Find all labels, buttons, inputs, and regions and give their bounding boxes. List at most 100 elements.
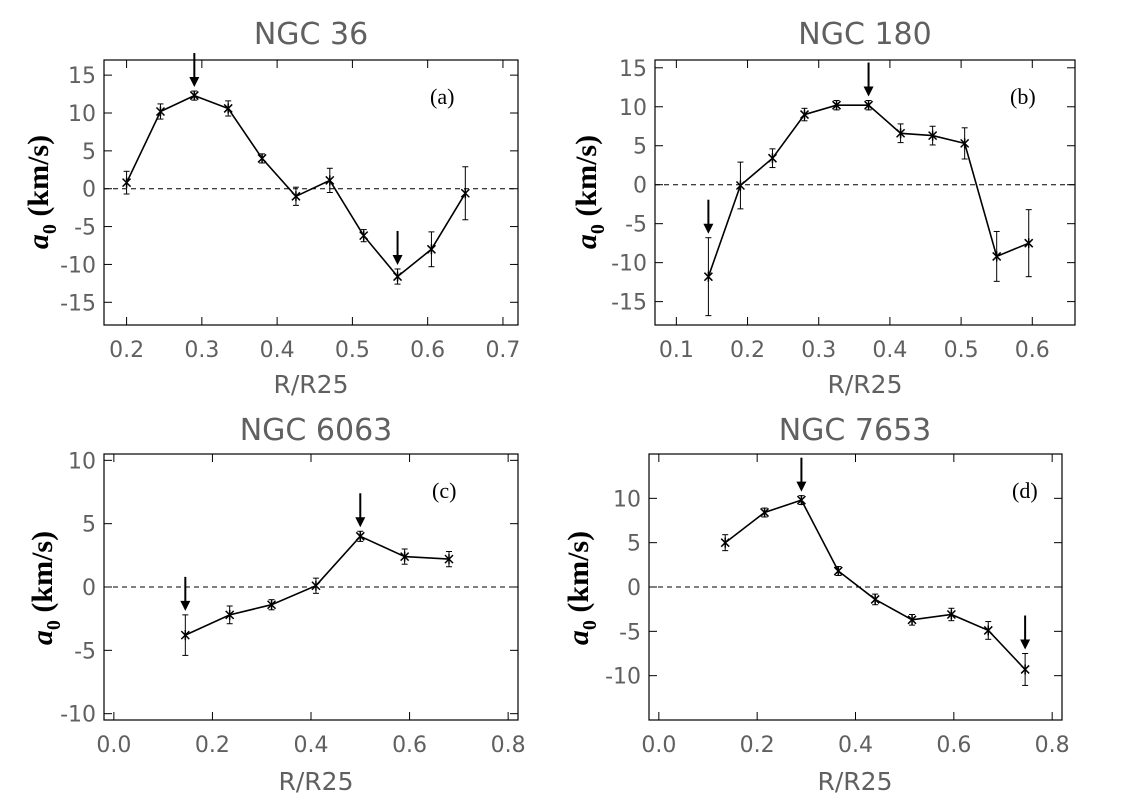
panel-d-series-line <box>724 499 1026 671</box>
panel-a-ytick-label: 10 <box>68 102 96 127</box>
panel-c-xtick-label: 0.6 <box>392 733 427 758</box>
panel-b-xlabel: R/R25 <box>828 370 903 399</box>
panel-d-ytick-label: -5 <box>619 620 641 645</box>
panel-d-ytick-label: 0 <box>627 576 641 601</box>
panel-c-data-point <box>444 554 454 565</box>
panel-a-xtick-label: 0.4 <box>260 338 295 363</box>
panel-d-xtick-label: 0.2 <box>740 733 775 758</box>
panel-a-data-point <box>460 188 470 199</box>
panel-c-data-point <box>180 630 190 641</box>
panel-a-xtick-label: 0.6 <box>410 338 445 363</box>
panel-a-ytick-label: 0 <box>82 178 96 203</box>
panel-a-xtick-label: 0.7 <box>485 338 520 363</box>
panel-a-data-point <box>291 191 301 202</box>
panel-a-marker-arrow <box>392 230 403 265</box>
panel-b-xtick-label: 0.6 <box>1015 338 1050 363</box>
panel-d-ytick-label: -10 <box>605 665 641 690</box>
panel-b-xtick-label: 0.3 <box>801 338 836 363</box>
panel-a-ytick-label: 15 <box>68 64 96 89</box>
panel-c-ytick-label: -10 <box>60 703 96 728</box>
panel-b-ytick-label: 10 <box>619 96 647 121</box>
panel-a-ytick-label: -5 <box>74 216 96 241</box>
panel-c-ylabel: a0 (km/s) <box>26 531 65 645</box>
panel-d-data-point <box>833 566 843 577</box>
panel-c-ytick-label: -5 <box>74 639 96 664</box>
panel-d-data-point <box>1020 664 1030 675</box>
panel-c-data-point <box>225 609 235 620</box>
panel-a-data-point <box>426 244 436 255</box>
panel-c-xtick-label: 0.4 <box>294 733 329 758</box>
panel-c-data-point <box>355 531 365 542</box>
panel-d-marker-arrow <box>796 457 807 492</box>
panel-b-title: NGC 180 <box>798 17 931 52</box>
panel-a-xlabel: R/R25 <box>274 370 349 399</box>
panel-c-marker-arrow <box>355 493 366 528</box>
panel-b-data-point <box>799 109 810 120</box>
panel-d-title: NGC 7653 <box>779 413 932 448</box>
panel-c: NGC 6063 (c) R/R25 a0 (km/s) 0.0 0.2 0.4 0.… <box>26 413 526 796</box>
panel-b-series-line <box>707 104 1030 277</box>
panel-c-marker-arrow <box>180 576 191 611</box>
panel-c-xtick-label: 0.2 <box>195 733 230 758</box>
panel-d-data-point <box>946 609 956 620</box>
panel-c-data-point <box>311 580 321 591</box>
panel-a-data-point <box>189 90 199 101</box>
panel-a-label: (a) <box>430 84 454 109</box>
panel-c-title: NGC 6063 <box>240 413 393 448</box>
panel-c-xlabel: R/R25 <box>279 767 354 796</box>
panel-a-ytick-label: 5 <box>82 140 96 165</box>
panel-c-data-point <box>400 551 410 562</box>
panel-b-ytick-label: -10 <box>611 252 647 277</box>
panel-a-series-line <box>125 94 466 278</box>
panel-d-data-point <box>720 537 730 548</box>
panel-a-data-point <box>393 271 403 282</box>
panel-c-ytick-label: 10 <box>68 449 96 474</box>
panel-b: NGC 180 (b) R/R25 a0 (km/s) 0.1 0.2 0.3 0.4… <box>570 17 1076 399</box>
panel-d-marker-arrow <box>1020 615 1031 650</box>
panel-b-xtick-label: 0.4 <box>872 338 907 363</box>
panel-a-xtick-label: 0.5 <box>335 338 370 363</box>
panel-a-title: NGC 36 <box>254 17 368 52</box>
panel-d-ylabel: a0 (km/s) <box>562 531 601 645</box>
panel-b-data-point <box>864 100 874 111</box>
panel-a-ytick-label: -15 <box>60 291 96 316</box>
panel-a: NGC 36 (a) R/R25 a0 (km/s) 0.2 0.3 0.4 0.5 0… <box>22 17 520 399</box>
panel-a-data-point <box>359 230 369 241</box>
panel-d-xlabel: R/R25 <box>818 767 893 796</box>
panel-d-xtick-label: 0.8 <box>1035 733 1070 758</box>
panel-a-data-point <box>257 153 267 164</box>
panel-b-ytick-label: 15 <box>619 57 647 82</box>
panel-a-data-point <box>223 103 233 114</box>
panel-a-data-point <box>155 106 165 117</box>
panel-c-xtick-label: 0.8 <box>491 733 526 758</box>
panel-a-data-point <box>325 175 335 186</box>
panel-b-data-point <box>928 130 938 141</box>
panel-b-data-point <box>1024 238 1034 249</box>
panel-a-ylabel: a0 (km/s) <box>22 135 61 249</box>
panel-d-label: (d) <box>1012 478 1038 503</box>
panel-b-ylabel: a0 (km/s) <box>570 135 609 249</box>
panel-a-xtick-label: 0.2 <box>109 338 144 363</box>
panel-b-data-point <box>831 100 842 111</box>
panel-b-data-point <box>960 138 970 149</box>
panel-d-xtick-label: 0.4 <box>838 733 873 758</box>
panel-a-ytick-label: -10 <box>60 253 96 278</box>
panel-b-xtick-label: 0.5 <box>944 338 979 363</box>
panel-b-ytick-label: 0 <box>633 174 647 199</box>
panel-a-frame <box>103 59 519 326</box>
panel-b-marker-arrow <box>703 199 714 234</box>
panel-b-ytick-label: 5 <box>633 135 647 160</box>
panel-b-data-point <box>992 251 1002 262</box>
panel-a-marker-arrow <box>189 53 200 88</box>
panel-c-data-point <box>267 599 277 610</box>
panel-b-data-point <box>767 153 777 164</box>
panel-c-xtick-label: 0.0 <box>96 733 131 758</box>
panel-b-data-point <box>896 128 906 139</box>
panel-b-ytick-label: -5 <box>625 213 647 238</box>
panel-d-data-point <box>796 495 806 506</box>
panel-b-xtick-label: 0.1 <box>659 338 694 363</box>
panel-a-data-point <box>122 177 132 188</box>
panel-d-ytick-label: 5 <box>627 532 641 557</box>
panel-d-ytick-label: 10 <box>613 487 641 512</box>
